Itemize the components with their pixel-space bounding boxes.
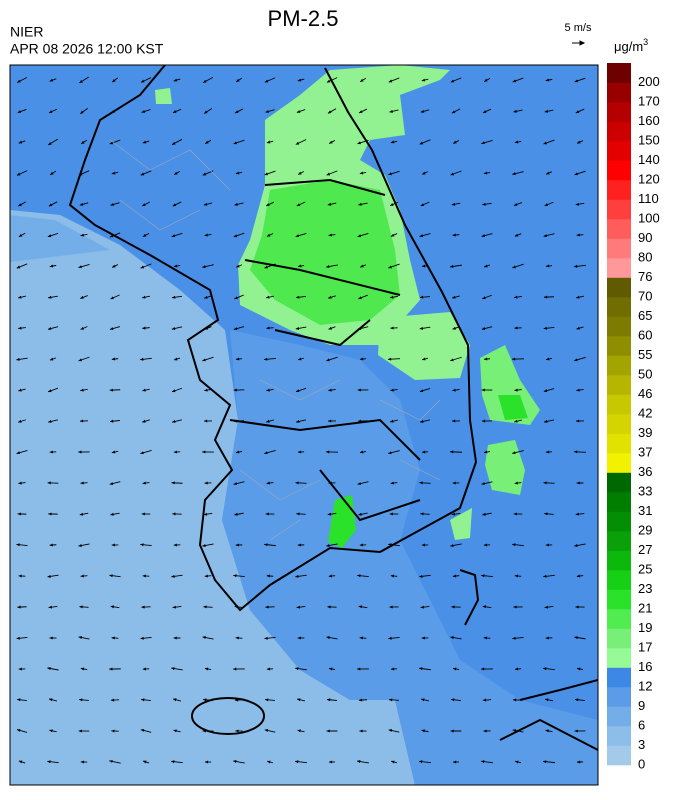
map [10,65,598,785]
colorbar-swatch [607,258,631,278]
colorbar-label: 37 [638,444,652,459]
colorbar-swatch [607,707,631,727]
unit-text: μg/m [614,39,643,54]
colorbar-swatch [607,687,631,707]
colorbar-swatch [607,239,631,259]
colorbar-swatch [607,648,631,668]
colorbar-label: 50 [638,366,652,381]
colorbar-swatch [607,336,631,356]
colorbar-label: 55 [638,347,652,362]
colorbar: 0369121617192123252729313336373942465055… [607,63,660,771]
colorbar-swatch [607,434,631,454]
colorbar-swatch [607,141,631,161]
colorbar-label: 36 [638,464,652,479]
colorbar-label: 200 [638,74,660,89]
colorbar-label: 170 [638,93,660,108]
colorbar-label: 16 [638,659,652,674]
agency: NIER [10,24,43,40]
colorbar-swatch [607,200,631,220]
colorbar-swatch [607,180,631,200]
colorbar-label: 29 [638,522,652,537]
colorbar-label: 150 [638,132,660,147]
colorbar-label: 80 [638,249,652,264]
colorbar-label: 46 [638,386,652,401]
colorbar-swatch [607,746,631,766]
colorbar-label: 17 [638,639,652,654]
colorbar-swatch [607,278,631,298]
colorbar-swatch [607,375,631,395]
colorbar-swatch [607,102,631,122]
colorbar-swatch [607,395,631,415]
datetime: APR 08 2026 12:00 KST [10,41,164,57]
colorbar-label: 27 [638,542,652,557]
colorbar-label: 60 [638,327,652,342]
colorbar-label: 76 [638,269,652,284]
colorbar-label: 9 [638,698,645,713]
unit: μg/m3 [614,37,648,54]
colorbar-swatch [607,83,631,103]
colorbar-swatch [607,629,631,649]
colorbar-swatch [607,570,631,590]
colorbar-swatch [607,512,631,532]
wind-scale-arrow [572,41,584,45]
colorbar-swatch [607,492,631,512]
colorbar-swatch [607,726,631,746]
colorbar-label: 65 [638,308,652,323]
colorbar-swatch [607,609,631,629]
colorbar-label: 19 [638,620,652,635]
colorbar-swatch [607,161,631,181]
colorbar-swatch [607,551,631,571]
colorbar-label: 23 [638,581,652,596]
unit-sup: 3 [643,37,648,47]
colorbar-label: 110 [638,191,659,206]
colorbar-label: 42 [638,405,652,420]
colorbar-label: 31 [638,503,652,518]
wind-scale-label: 5 m/s [565,22,592,34]
colorbar-swatch [607,453,631,473]
colorbar-label: 3 [638,737,645,752]
colorbar-swatch [607,356,631,376]
colorbar-label: 33 [638,483,652,498]
colorbar-swatch [607,317,631,337]
colorbar-label: 70 [638,288,652,303]
colorbar-swatch [607,590,631,610]
colorbar-swatch [607,414,631,434]
colorbar-swatch [607,63,631,83]
colorbar-label: 25 [638,561,652,576]
colorbar-label: 160 [638,113,660,128]
colorbar-label: 100 [638,210,660,225]
colorbar-label: 39 [638,425,652,440]
colorbar-swatch [607,297,631,317]
colorbar-swatch [607,122,631,142]
colorbar-swatch [607,668,631,688]
colorbar-label: 90 [638,230,652,245]
colorbar-swatch [607,531,631,551]
colorbar-label: 21 [638,600,652,615]
colorbar-label: 12 [638,678,652,693]
title: PM-2.5 [268,6,339,31]
colorbar-label: 0 [638,756,645,771]
colorbar-label: 120 [638,171,660,186]
colorbar-label: 140 [638,152,660,167]
pollution-region [155,88,172,104]
colorbar-swatch [607,473,631,493]
colorbar-swatch [607,219,631,239]
colorbar-label: 6 [638,717,645,732]
